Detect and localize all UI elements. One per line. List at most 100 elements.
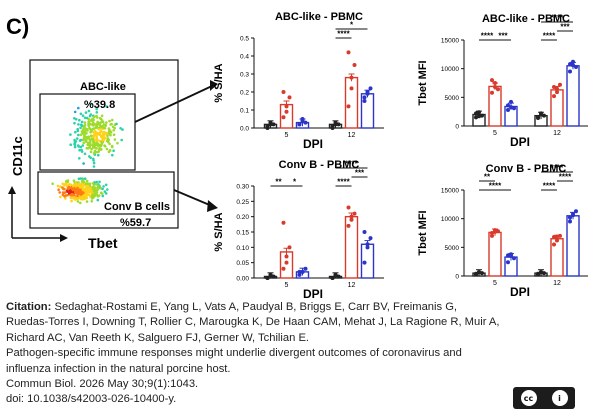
flow-dot	[106, 188, 109, 191]
significance-label: ****	[489, 182, 502, 191]
category-label: 5	[493, 280, 497, 287]
data-point	[536, 271, 540, 276]
flow-dot	[111, 145, 114, 149]
data-point	[474, 271, 478, 276]
flow-dot	[77, 106, 80, 110]
flow-dot	[109, 133, 112, 137]
significance-label: ***	[498, 32, 508, 41]
flow-dot	[84, 193, 88, 196]
flow-dot	[100, 114, 104, 118]
category-label: 12	[348, 132, 356, 139]
flow-dot	[58, 191, 61, 194]
flow-dot	[85, 179, 89, 183]
chart-conv-percent: Conv B - PBMC0.000.050.100.150.200.250.3…	[213, 159, 384, 300]
data-point	[303, 120, 308, 125]
data-point	[362, 99, 367, 103]
y-tick-label: 15000	[441, 188, 459, 195]
data-point	[281, 90, 286, 94]
flow-dot	[82, 191, 85, 194]
data-point	[297, 269, 302, 274]
flow-dot	[95, 125, 99, 129]
arrow-to-abc	[134, 85, 213, 123]
flow-dot	[64, 194, 67, 198]
flow-dot	[85, 196, 89, 200]
y-tick-label: 5000	[445, 95, 460, 102]
data-point	[506, 107, 510, 112]
flow-dot	[104, 183, 108, 187]
flow-dot	[95, 147, 98, 150]
significance-label: ***	[560, 23, 570, 32]
flow-dot	[69, 186, 73, 189]
data-point	[281, 220, 286, 225]
flow-dot	[76, 192, 80, 196]
flow-dot	[77, 133, 80, 137]
data-point	[552, 85, 556, 90]
flow-dot	[91, 182, 95, 185]
y-tick-label: 0.00	[236, 276, 249, 283]
y-tick-label: 0.3	[240, 72, 249, 79]
bar	[566, 65, 580, 127]
flow-dot	[88, 190, 91, 194]
data-point	[297, 272, 302, 277]
data-point	[480, 113, 484, 118]
data-point	[281, 266, 286, 271]
flow-x-label: Tbet	[88, 235, 118, 251]
flow-dot	[51, 182, 54, 185]
flow-dot	[73, 145, 77, 149]
flow-dot	[59, 195, 62, 199]
data-point	[496, 229, 500, 234]
gate-conv-b	[37, 171, 175, 215]
flow-dot	[107, 140, 110, 144]
flow-dot	[103, 130, 106, 134]
significance-label: ****	[481, 32, 494, 41]
data-point	[352, 211, 357, 216]
flow-dot	[80, 120, 84, 124]
flow-dot	[113, 138, 117, 141]
flow-dot	[95, 180, 98, 184]
flow-dot	[90, 147, 93, 151]
data-point	[555, 90, 559, 95]
doi[interactable]: doi: 10.1038/s42003-026-10400-y.	[6, 393, 177, 406]
x-axis-label: DPI	[510, 285, 530, 299]
cc-license-badge[interactable]: cc i	[513, 387, 575, 409]
flow-dot	[84, 111, 88, 114]
flow-dot	[57, 188, 60, 191]
data-point	[506, 253, 510, 258]
flow-dot	[102, 138, 105, 142]
flow-dot	[105, 105, 108, 108]
data-point	[362, 95, 367, 100]
y-tick-label: 0.15	[236, 230, 249, 237]
data-point	[512, 256, 516, 261]
data-point	[336, 122, 341, 127]
flow-dot	[101, 187, 104, 191]
data-point	[300, 117, 305, 121]
gate-abc-like-name: ABC-like	[80, 81, 126, 93]
data-point	[281, 115, 286, 120]
flow-dot	[91, 120, 95, 124]
data-point	[555, 86, 559, 91]
data-point	[574, 64, 578, 69]
y-tick-label: 0	[455, 274, 459, 281]
data-point	[493, 81, 497, 85]
flow-dot	[85, 200, 89, 203]
flow-dot	[69, 196, 72, 199]
flow-dot	[73, 110, 77, 114]
category-label: 5	[493, 130, 497, 137]
chart-abc-percent: ABC-like - PBMC 0.0 0.1 0.2 0.3 0.4 0.5 % S/HA D…	[213, 11, 384, 151]
flow-dot	[90, 118, 94, 122]
flow-dot	[80, 150, 84, 153]
flow-dot	[111, 118, 114, 122]
flow-dot	[80, 197, 84, 201]
flow-dot	[91, 187, 95, 190]
data-point	[368, 236, 373, 241]
data-point	[539, 270, 543, 275]
flow-dot	[74, 117, 78, 121]
flow-dot	[89, 122, 92, 126]
flow-dot	[116, 141, 119, 145]
data-point	[365, 242, 370, 247]
data-point	[480, 271, 484, 276]
flow-dot	[76, 194, 79, 198]
data-point	[568, 62, 572, 67]
flow-dot	[98, 116, 102, 120]
